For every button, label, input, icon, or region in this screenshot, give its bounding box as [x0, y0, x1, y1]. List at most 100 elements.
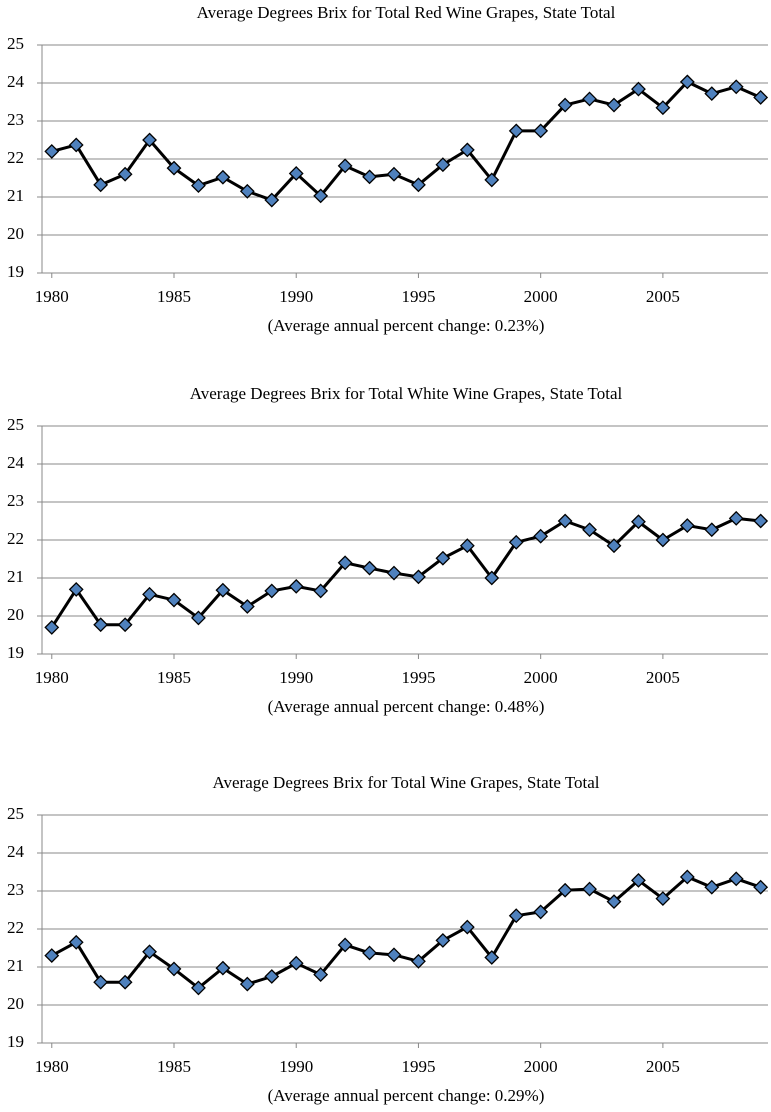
data-marker	[313, 583, 329, 599]
x-tick-label: 1980	[35, 668, 69, 687]
x-tick-label: 1990	[279, 287, 313, 306]
data-marker	[459, 538, 475, 554]
data-marker	[606, 538, 622, 554]
data-marker	[44, 948, 60, 964]
data-marker	[337, 937, 353, 953]
data-marker	[459, 142, 475, 158]
x-tick-label: 1990	[279, 668, 313, 687]
data-line	[51, 80, 762, 202]
x-tick-label: 1980	[35, 1057, 69, 1076]
x-tick-label: 1995	[401, 668, 435, 687]
data-marker	[117, 974, 133, 990]
data-marker	[362, 945, 377, 961]
data-marker	[362, 560, 377, 576]
data-marker	[435, 157, 451, 173]
x-tick-label: 2000	[524, 1057, 558, 1076]
data-marker	[411, 953, 426, 969]
y-tick-label: 23	[7, 880, 24, 899]
data-marker	[239, 183, 255, 199]
x-tick-label: 1985	[157, 1057, 191, 1076]
data-marker	[264, 969, 280, 984]
x-tick-label: 1985	[157, 668, 191, 687]
data-marker	[753, 90, 769, 105]
y-tick-label: 25	[7, 415, 24, 434]
x-tick-label: 1980	[35, 287, 69, 306]
data-marker	[386, 947, 402, 963]
data-marker	[362, 169, 377, 185]
x-tick-label: 2005	[646, 1057, 680, 1076]
data-marker	[142, 586, 157, 602]
data-marker	[753, 879, 769, 895]
data-marker	[655, 891, 671, 907]
data-marker	[44, 143, 60, 159]
data-marker	[704, 86, 720, 102]
chart-title: Average Degrees Brix for Total Red Wine …	[197, 3, 616, 22]
data-marker	[117, 166, 133, 182]
data-marker	[93, 617, 109, 633]
y-tick-label: 20	[7, 224, 24, 243]
data-marker	[557, 882, 573, 898]
data-line	[50, 516, 761, 629]
data-marker	[704, 879, 720, 895]
data-marker	[166, 961, 182, 977]
y-tick-label: 24	[7, 842, 25, 861]
data-marker	[313, 188, 329, 204]
data-marker	[508, 908, 524, 924]
chart-note: (Average annual percent change: 0.29%)	[268, 1086, 545, 1105]
data-marker	[582, 91, 597, 107]
y-tick-label: 19	[7, 262, 24, 281]
data-marker	[93, 177, 109, 193]
data-marker	[557, 513, 573, 529]
data-marker	[93, 974, 109, 990]
y-tick-label: 19	[7, 1032, 24, 1051]
data-marker	[264, 583, 280, 599]
data-marker	[533, 528, 549, 544]
data-marker	[435, 932, 451, 948]
data-marker	[557, 97, 573, 113]
data-marker	[631, 514, 646, 530]
data-marker	[337, 158, 353, 174]
data-marker	[337, 555, 353, 571]
data-marker	[288, 578, 304, 594]
data-marker	[679, 869, 695, 885]
data-marker	[631, 81, 646, 97]
data-marker	[728, 510, 744, 526]
data-marker	[679, 74, 695, 90]
y-tick-label: 20	[7, 994, 24, 1013]
data-marker	[166, 160, 182, 176]
data-marker	[239, 599, 255, 614]
data-marker	[215, 169, 231, 185]
y-tick-label: 22	[7, 529, 24, 548]
y-tick-label: 25	[7, 34, 24, 53]
data-marker	[191, 610, 206, 626]
data-marker	[533, 123, 549, 139]
data-marker	[142, 132, 157, 148]
data-marker	[533, 904, 549, 920]
data-marker	[215, 960, 231, 976]
data-marker	[411, 569, 426, 585]
x-tick-label: 1985	[157, 287, 191, 306]
data-marker	[313, 967, 329, 983]
data-marker	[655, 100, 671, 116]
chart-note: (Average annual percent change: 0.48%)	[268, 697, 545, 716]
y-tick-label: 24	[7, 72, 25, 91]
y-tick-label: 21	[7, 186, 24, 205]
data-line	[51, 875, 762, 990]
data-marker	[142, 944, 157, 960]
data-marker	[288, 166, 304, 181]
data-marker	[753, 513, 769, 529]
x-tick-label: 2000	[524, 287, 558, 306]
y-tick-label: 25	[7, 804, 24, 823]
data-marker	[679, 518, 695, 533]
data-marker	[606, 894, 622, 910]
data-marker	[239, 976, 255, 992]
data-marker	[459, 919, 475, 935]
data-marker	[484, 570, 500, 586]
y-tick-label: 23	[7, 491, 24, 510]
data-marker	[191, 980, 206, 996]
data-marker	[484, 950, 500, 965]
y-tick-label: 22	[7, 148, 24, 167]
y-tick-label: 22	[7, 918, 24, 937]
x-tick-label: 2005	[646, 287, 680, 306]
